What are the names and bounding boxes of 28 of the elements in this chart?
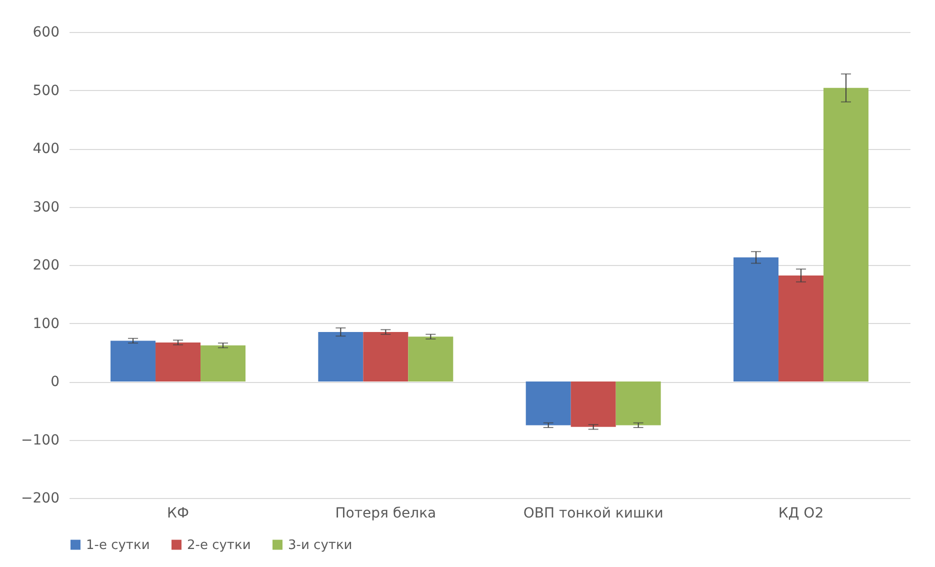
bar	[778, 275, 824, 382]
legend-label: 2-е сутки	[187, 538, 251, 553]
legend-label: 3-и сутки	[288, 538, 352, 553]
y-tick-label: −200	[21, 490, 60, 506]
y-tick-label: 0	[50, 374, 60, 390]
bar	[110, 340, 156, 382]
x-tick-label: КД О2	[778, 506, 824, 522]
y-tick-label: 100	[32, 316, 60, 332]
bar	[156, 342, 201, 382]
bar	[363, 332, 408, 382]
y-tick-label: 200	[32, 258, 60, 274]
y-tick-label: 300	[32, 199, 60, 216]
y-tick-label: 600	[32, 24, 60, 40]
legend-label: 1-е сутки	[86, 538, 150, 553]
bar	[526, 382, 571, 426]
bar	[616, 382, 661, 426]
y-tick-label: 500	[32, 82, 60, 99]
bar	[408, 336, 454, 382]
bar	[570, 382, 616, 427]
x-tick-label: Потеря белка	[335, 506, 436, 522]
bar	[823, 88, 868, 382]
bar	[200, 345, 246, 382]
y-tick-label: 400	[32, 141, 60, 157]
bar	[733, 257, 778, 382]
x-tick-label: КФ	[167, 506, 190, 522]
bar	[318, 332, 364, 382]
y-tick-label: −100	[21, 432, 60, 448]
x-tick-label: ОВП тонкой кишки	[523, 506, 664, 522]
